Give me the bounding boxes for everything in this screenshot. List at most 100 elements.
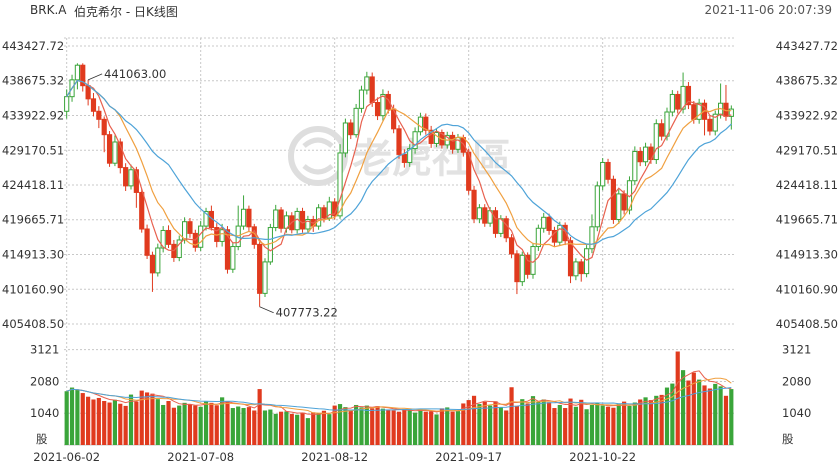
candle-body (546, 216, 552, 231)
candle-body (123, 167, 129, 187)
candle-body (182, 221, 188, 241)
volume-ma10-line (66, 377, 732, 414)
volume-unit-right: 股 (782, 432, 794, 446)
candle-body (557, 224, 563, 243)
volume-bar (471, 395, 477, 445)
candle-body (407, 148, 413, 163)
candle-body (642, 146, 649, 163)
volume-bar (359, 407, 364, 445)
candle-body (257, 243, 263, 294)
volume-bar (659, 394, 664, 445)
volume-bar (203, 401, 209, 445)
candle-body (224, 229, 231, 270)
date-tick: 2021-07-08 (167, 450, 234, 464)
candle-body (669, 93, 675, 113)
price-tick-left: 429170.51 (2, 143, 64, 157)
candle-body (417, 116, 424, 133)
price-tick-right: 405408.50 (776, 317, 838, 331)
candle-body (219, 229, 225, 242)
volume-bar (654, 395, 659, 445)
volume-bar (321, 410, 327, 445)
candle-body (659, 123, 665, 137)
candle-body (364, 76, 370, 91)
chart-title: 伯克希尔 - 日K线图 (74, 5, 178, 19)
volume-bar (241, 408, 246, 445)
price-tick-right: 424418.11 (776, 178, 838, 192)
volume-bar (128, 394, 134, 445)
candle-body (712, 113, 718, 132)
price-tick-left: 433922.92 (2, 108, 64, 122)
candle-body (358, 89, 365, 109)
volume-bar (343, 407, 348, 445)
volume-bar (670, 383, 675, 445)
volume-bar (573, 406, 578, 445)
candle-body (144, 228, 150, 256)
price-tick-right: 419665.71 (776, 213, 838, 227)
volume-bar (477, 404, 482, 445)
candle-body (632, 150, 638, 182)
low-label: 407773.22 (276, 306, 338, 320)
price-tick-left: 438675.32 (2, 74, 64, 88)
high-label: 441063.00 (104, 67, 166, 81)
candle-body (106, 134, 113, 164)
volume-bar (439, 408, 444, 445)
date-tick: 2021-08-12 (301, 450, 368, 464)
volume-bar (295, 414, 300, 445)
candle-body (691, 104, 697, 120)
volume-bar (718, 386, 723, 445)
candle-body (508, 237, 515, 255)
volume-bar (230, 408, 235, 445)
candle-body (567, 240, 574, 277)
volume-bar (305, 418, 310, 445)
volume-bar (402, 408, 407, 445)
volume-bar (354, 404, 359, 445)
candle-body (80, 64, 86, 87)
volume-bar (268, 409, 273, 445)
volume-bar (182, 402, 187, 445)
volume-bar (450, 411, 455, 445)
candle-body (653, 123, 659, 161)
candle-body (316, 207, 322, 227)
volume-bar (482, 401, 487, 445)
volume-bar (412, 412, 418, 445)
volume-bar (139, 390, 144, 445)
candle-body (353, 107, 359, 136)
candle-body (610, 178, 616, 220)
volume-bar (434, 414, 439, 445)
candle-body (278, 209, 284, 229)
candle-body (380, 93, 386, 117)
chart-header: BRK.A 伯克希尔 - 日K线图 2021-11-06 20:07:39 (0, 0, 840, 20)
volume-bar (643, 397, 648, 445)
volume-bar (697, 379, 702, 445)
volume-bar (713, 383, 718, 445)
candle-body (321, 207, 327, 219)
candle-body (471, 189, 477, 220)
volume-bar (691, 372, 696, 445)
candle-body (326, 201, 332, 219)
volume-bar (278, 411, 284, 445)
candle-body (273, 209, 279, 229)
candle-body (64, 96, 70, 112)
candle-body (433, 131, 440, 144)
volume-bar (686, 380, 691, 445)
volume-bar (563, 408, 568, 445)
candle-body (450, 134, 456, 150)
volume-bar (316, 413, 321, 445)
candle-body (492, 210, 499, 234)
date-tick: 2021-10-22 (569, 450, 636, 464)
candle-body (299, 210, 306, 230)
volume-bar (64, 391, 69, 445)
price-tick-right: 433922.92 (776, 108, 838, 122)
volume-bar (423, 411, 428, 445)
candle-body (74, 64, 80, 81)
candle-body (573, 261, 579, 277)
candle-body (101, 118, 107, 136)
volume-tick-left: 2080 (30, 374, 59, 388)
volume-bar (220, 397, 225, 445)
candle-body (385, 93, 391, 110)
volume-bar (246, 407, 252, 445)
candle-body (139, 191, 145, 230)
volume-bar (530, 396, 536, 445)
candle-body (428, 129, 434, 144)
